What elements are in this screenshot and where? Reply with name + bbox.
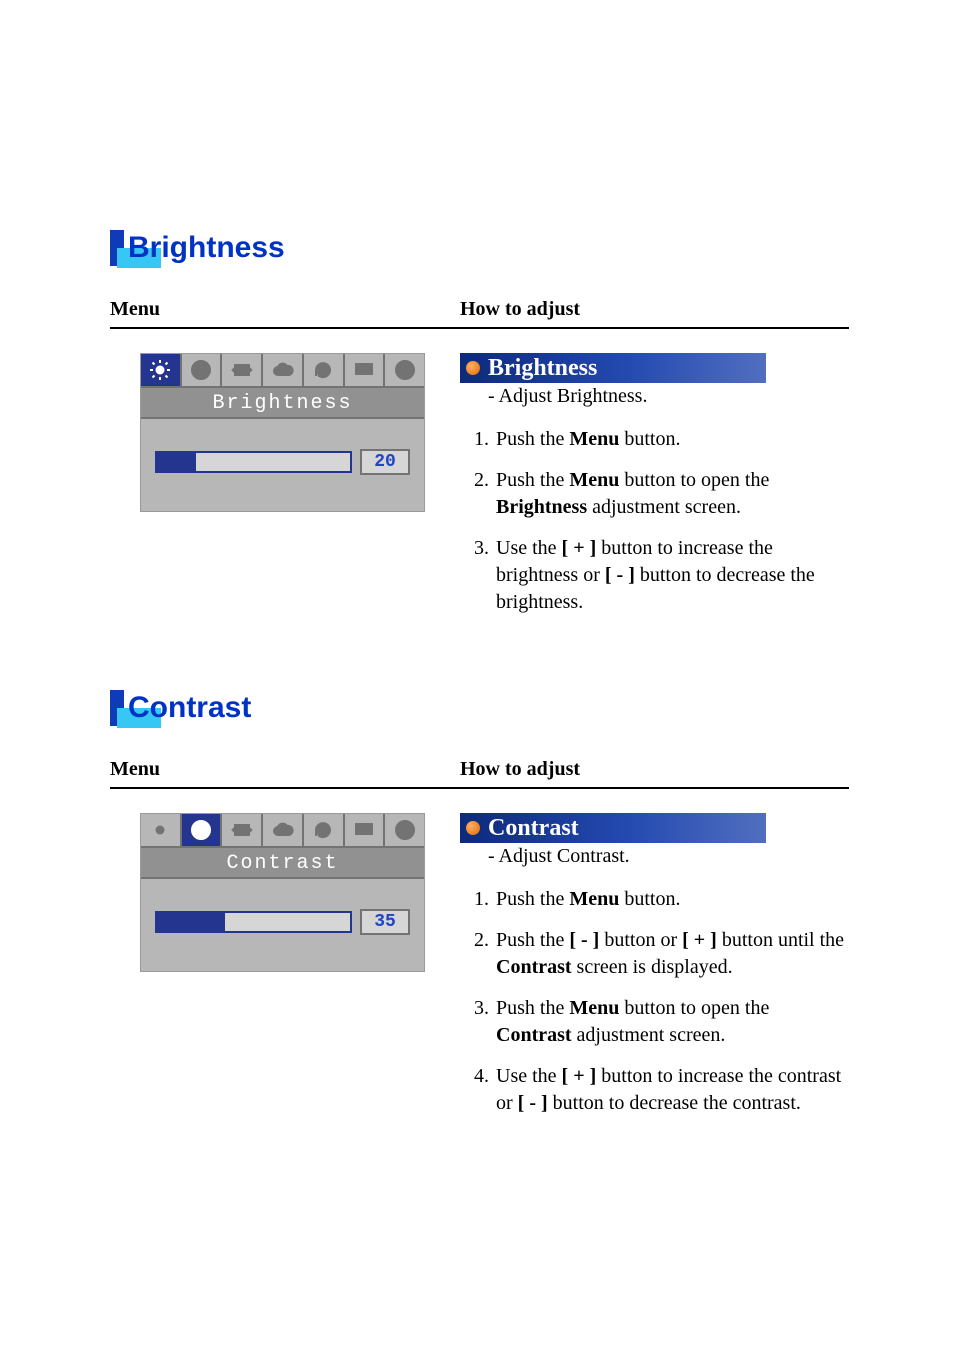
step-item: 3. Push the Menu button to open the Cont… [474, 995, 849, 1049]
column-header-row: Menu How to adjust [110, 758, 849, 789]
cloud-icon [271, 358, 295, 382]
col-header-menu: Menu [110, 758, 460, 787]
display-icon [352, 358, 376, 382]
menu-col: Contrast 35 [110, 811, 460, 1131]
step-item: 1. Push the Menu button. [474, 426, 849, 453]
osd-body: 20 [141, 419, 424, 493]
step-number: 2. [474, 927, 496, 981]
osd-screenshot: Contrast 35 [140, 813, 425, 972]
description: - Adjust Contrast. [488, 845, 849, 868]
osd-tab-brightness [141, 814, 182, 848]
sub-banner: Contrast [460, 813, 766, 843]
sub-banner: Brightness [460, 353, 766, 383]
osd-tab-reset [304, 814, 345, 848]
heading-decor [110, 230, 124, 266]
heading-text: Brightness [128, 231, 285, 265]
content-row: Contrast 35 Contrast - Adjust Contrast. [110, 811, 849, 1131]
step-text: Push the Menu button to open the Brightn… [496, 467, 849, 521]
osd-tab-position [222, 354, 263, 388]
sub-banner-text: Brightness [488, 355, 597, 382]
osd-title: Contrast [141, 848, 424, 879]
heading-decor [110, 690, 124, 726]
position-icon [230, 818, 254, 842]
info-icon [393, 818, 417, 842]
step-text: Use the [ + ] button to increase the con… [496, 1063, 849, 1117]
display-icon [352, 818, 376, 842]
step-text: Push the Menu button. [496, 886, 849, 913]
osd-tab-color [263, 354, 304, 388]
osd-slider-fill [157, 453, 196, 471]
osd-tab-position [222, 814, 263, 848]
step-number: 3. [474, 535, 496, 616]
menu-col: Brightness 20 [110, 351, 460, 630]
reset-icon [311, 358, 335, 382]
col-header-howto: How to adjust [460, 758, 849, 787]
document-page: Brightness Menu How to adjust [0, 0, 954, 1251]
step-item: 1. Push the Menu button. [474, 886, 849, 913]
osd-readout: 35 [360, 909, 410, 935]
osd-tab-color [263, 814, 304, 848]
step-item: 3. Use the [ + ] button to increase the … [474, 535, 849, 616]
osd-screenshot: Brightness 20 [140, 353, 425, 512]
step-number: 1. [474, 426, 496, 453]
osd-readout: 20 [360, 449, 410, 475]
step-text: Push the [ - ] button or [ + ] button un… [496, 927, 849, 981]
howto-col: Contrast - Adjust Contrast. 1. Push the … [460, 811, 849, 1131]
step-text: Push the Menu button to open the Contras… [496, 995, 849, 1049]
osd-tab-info [385, 814, 424, 848]
osd-tab-contrast [182, 354, 223, 388]
osd-tab-brightness [141, 354, 182, 388]
step-item: 4. Use the [ + ] button to increase the … [474, 1063, 849, 1117]
osd-slider-fill [157, 913, 225, 931]
sun-icon [148, 818, 172, 842]
osd-tabstrip [141, 354, 424, 388]
sun-icon [148, 358, 172, 382]
bullet-icon [466, 361, 480, 375]
osd-tab-display [345, 814, 386, 848]
osd-tab-reset [304, 354, 345, 388]
sub-banner-text: Contrast [488, 815, 579, 842]
howto-col: Brightness - Adjust Brightness. 1. Push … [460, 351, 849, 630]
osd-body: 35 [141, 879, 424, 953]
osd-tab-info [385, 354, 424, 388]
brightness-section: Brightness Menu How to adjust [110, 230, 849, 630]
col-header-howto: How to adjust [460, 298, 849, 327]
position-icon [230, 358, 254, 382]
osd-slider [155, 911, 352, 933]
heading-text: Contrast [128, 691, 251, 725]
osd-tab-display [345, 354, 386, 388]
osd-title: Brightness [141, 388, 424, 419]
step-item: 2. Push the [ - ] button or [ + ] button… [474, 927, 849, 981]
steps-list: 1. Push the Menu button. 2. Push the Men… [474, 426, 849, 616]
step-text: Push the Menu button. [496, 426, 849, 453]
step-number: 1. [474, 886, 496, 913]
contrast-section: Contrast Menu How to adjust [110, 690, 849, 1131]
osd-tabstrip [141, 814, 424, 848]
step-number: 3. [474, 995, 496, 1049]
osd-tab-contrast [182, 814, 223, 848]
cloud-icon [271, 818, 295, 842]
step-number: 4. [474, 1063, 496, 1117]
column-header-row: Menu How to adjust [110, 298, 849, 329]
step-number: 2. [474, 467, 496, 521]
steps-list: 1. Push the Menu button. 2. Push the [ -… [474, 886, 849, 1117]
osd-slider [155, 451, 352, 473]
description: - Adjust Brightness. [488, 385, 849, 408]
contrast-icon [189, 358, 213, 382]
step-text: Use the [ + ] button to increase the bri… [496, 535, 849, 616]
step-item: 2. Push the Menu button to open the Brig… [474, 467, 849, 521]
info-icon [393, 358, 417, 382]
contrast-icon [189, 818, 213, 842]
bullet-icon [466, 821, 480, 835]
content-row: Brightness 20 Brightness - Adjust Bright… [110, 351, 849, 630]
reset-icon [311, 818, 335, 842]
col-header-menu: Menu [110, 298, 460, 327]
section-heading: Brightness [110, 230, 849, 266]
section-heading: Contrast [110, 690, 849, 726]
